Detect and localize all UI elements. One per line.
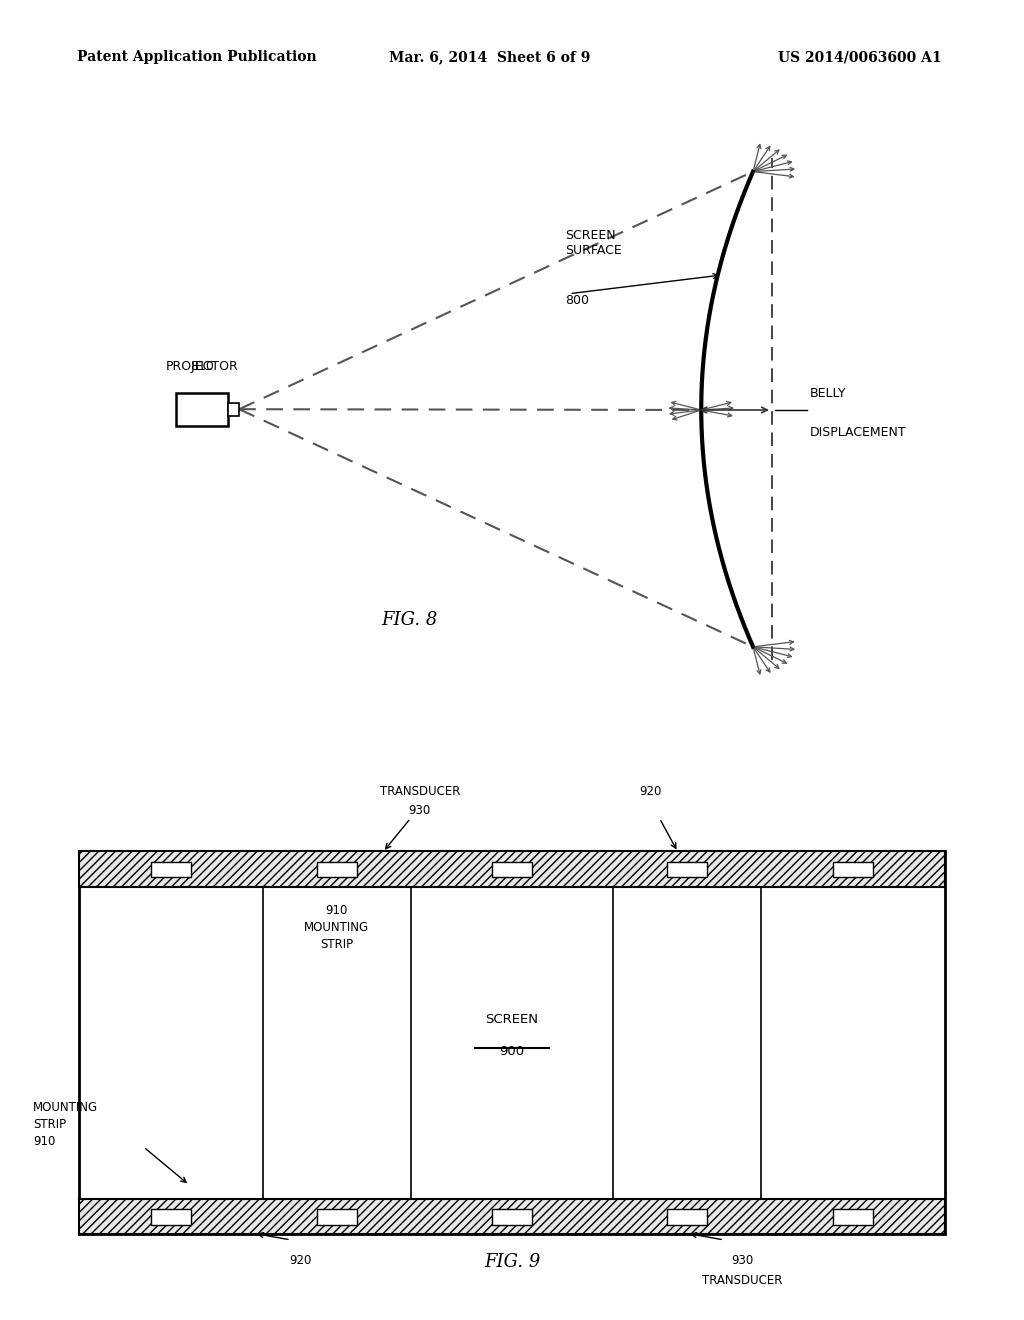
Text: MOUNTING
STRIP
910: MOUNTING STRIP 910 (33, 1101, 98, 1148)
Text: Mar. 6, 2014  Sheet 6 of 9: Mar. 6, 2014 Sheet 6 of 9 (389, 50, 591, 65)
Text: 910
MOUNTING
STRIP: 910 MOUNTING STRIP (304, 904, 370, 952)
Text: 930: 930 (409, 804, 431, 817)
Bar (79, 851, 945, 887)
Text: 800: 800 (564, 294, 589, 306)
Bar (151, 862, 191, 878)
Text: TRANSDUCER: TRANSDUCER (380, 785, 460, 799)
Bar (228, 403, 240, 416)
Text: SCREEN
SURFACE: SCREEN SURFACE (564, 230, 622, 257)
Text: BELLY: BELLY (810, 387, 846, 400)
Text: PROJECTOR: PROJECTOR (166, 360, 239, 374)
Text: 900: 900 (500, 1045, 524, 1059)
Bar (833, 1209, 873, 1225)
Bar (79, 851, 945, 1234)
Bar (833, 862, 873, 878)
Text: DISPLACEMENT: DISPLACEMENT (810, 426, 906, 440)
Text: FIG. 9: FIG. 9 (483, 1253, 541, 1271)
Bar (492, 1209, 532, 1225)
Bar (492, 862, 532, 878)
Bar (667, 862, 708, 878)
Text: Patent Application Publication: Patent Application Publication (77, 50, 316, 65)
Text: FIG. 8: FIG. 8 (381, 611, 437, 630)
Bar (316, 1209, 357, 1225)
Text: 810: 810 (190, 345, 214, 374)
Text: US 2014/0063600 A1: US 2014/0063600 A1 (778, 50, 942, 65)
Text: 930: 930 (731, 1254, 754, 1267)
Bar (79, 1199, 945, 1234)
Text: 920: 920 (289, 1254, 311, 1267)
Bar (151, 1209, 191, 1225)
Text: SCREEN: SCREEN (485, 1014, 539, 1027)
Bar (316, 862, 357, 878)
Bar (176, 393, 228, 425)
Text: TRANSDUCER: TRANSDUCER (702, 1274, 782, 1287)
Bar (667, 1209, 708, 1225)
Text: 920: 920 (639, 785, 662, 799)
